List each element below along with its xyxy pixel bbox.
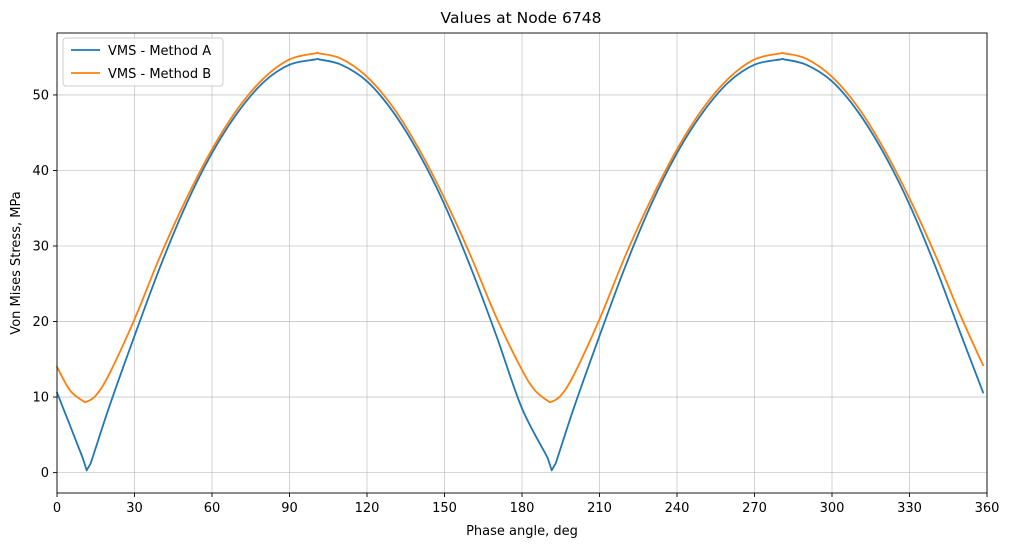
y-axis-ticks: 0 10 20 30 40 50: [32, 88, 57, 481]
x-tick-label: 150: [432, 501, 457, 516]
chart-title: Values at Node 6748: [441, 9, 602, 27]
y-tick-label: 0: [41, 466, 49, 481]
x-tick-label: 30: [126, 501, 143, 516]
legend: VMS - Method A VMS - Method B: [62, 37, 224, 87]
y-tick-label: 10: [32, 391, 49, 406]
y-tick-label: 30: [32, 240, 49, 255]
x-axis-title: Phase angle, deg: [466, 524, 578, 539]
series-line-method-a: [56, 57, 985, 472]
x-tick-label: 210: [587, 501, 612, 516]
x-tick-label: 0: [53, 501, 61, 516]
x-tick-label: 300: [820, 501, 845, 516]
y-tick-label: 40: [32, 164, 49, 179]
y-axis-title: Von Mises Stress, MPa: [9, 191, 24, 334]
x-tick-label: 180: [510, 501, 535, 516]
legend-label-method-b: VMS - Method B: [108, 67, 211, 82]
x-tick-label: 330: [897, 501, 922, 516]
x-tick-label: 270: [742, 501, 767, 516]
x-tick-label: 120: [355, 501, 380, 516]
legend-label-method-a: VMS - Method A: [108, 44, 211, 59]
horizontal-gridlines: [57, 94, 987, 474]
y-tick-label: 50: [32, 88, 49, 103]
series-line-method-b: [56, 51, 985, 404]
series-layer: [56, 51, 985, 472]
legend-box: [62, 37, 224, 87]
y-tick-label: 20: [32, 315, 49, 330]
x-tick-label: 240: [665, 501, 690, 516]
x-tick-label: 60: [204, 501, 221, 516]
x-tick-label: 360: [975, 501, 1000, 516]
x-axis-ticks: 0 30 60 90 120 150 180 210 240 270 300 330 360: [53, 493, 1000, 516]
x-tick-label: 90: [281, 501, 298, 516]
